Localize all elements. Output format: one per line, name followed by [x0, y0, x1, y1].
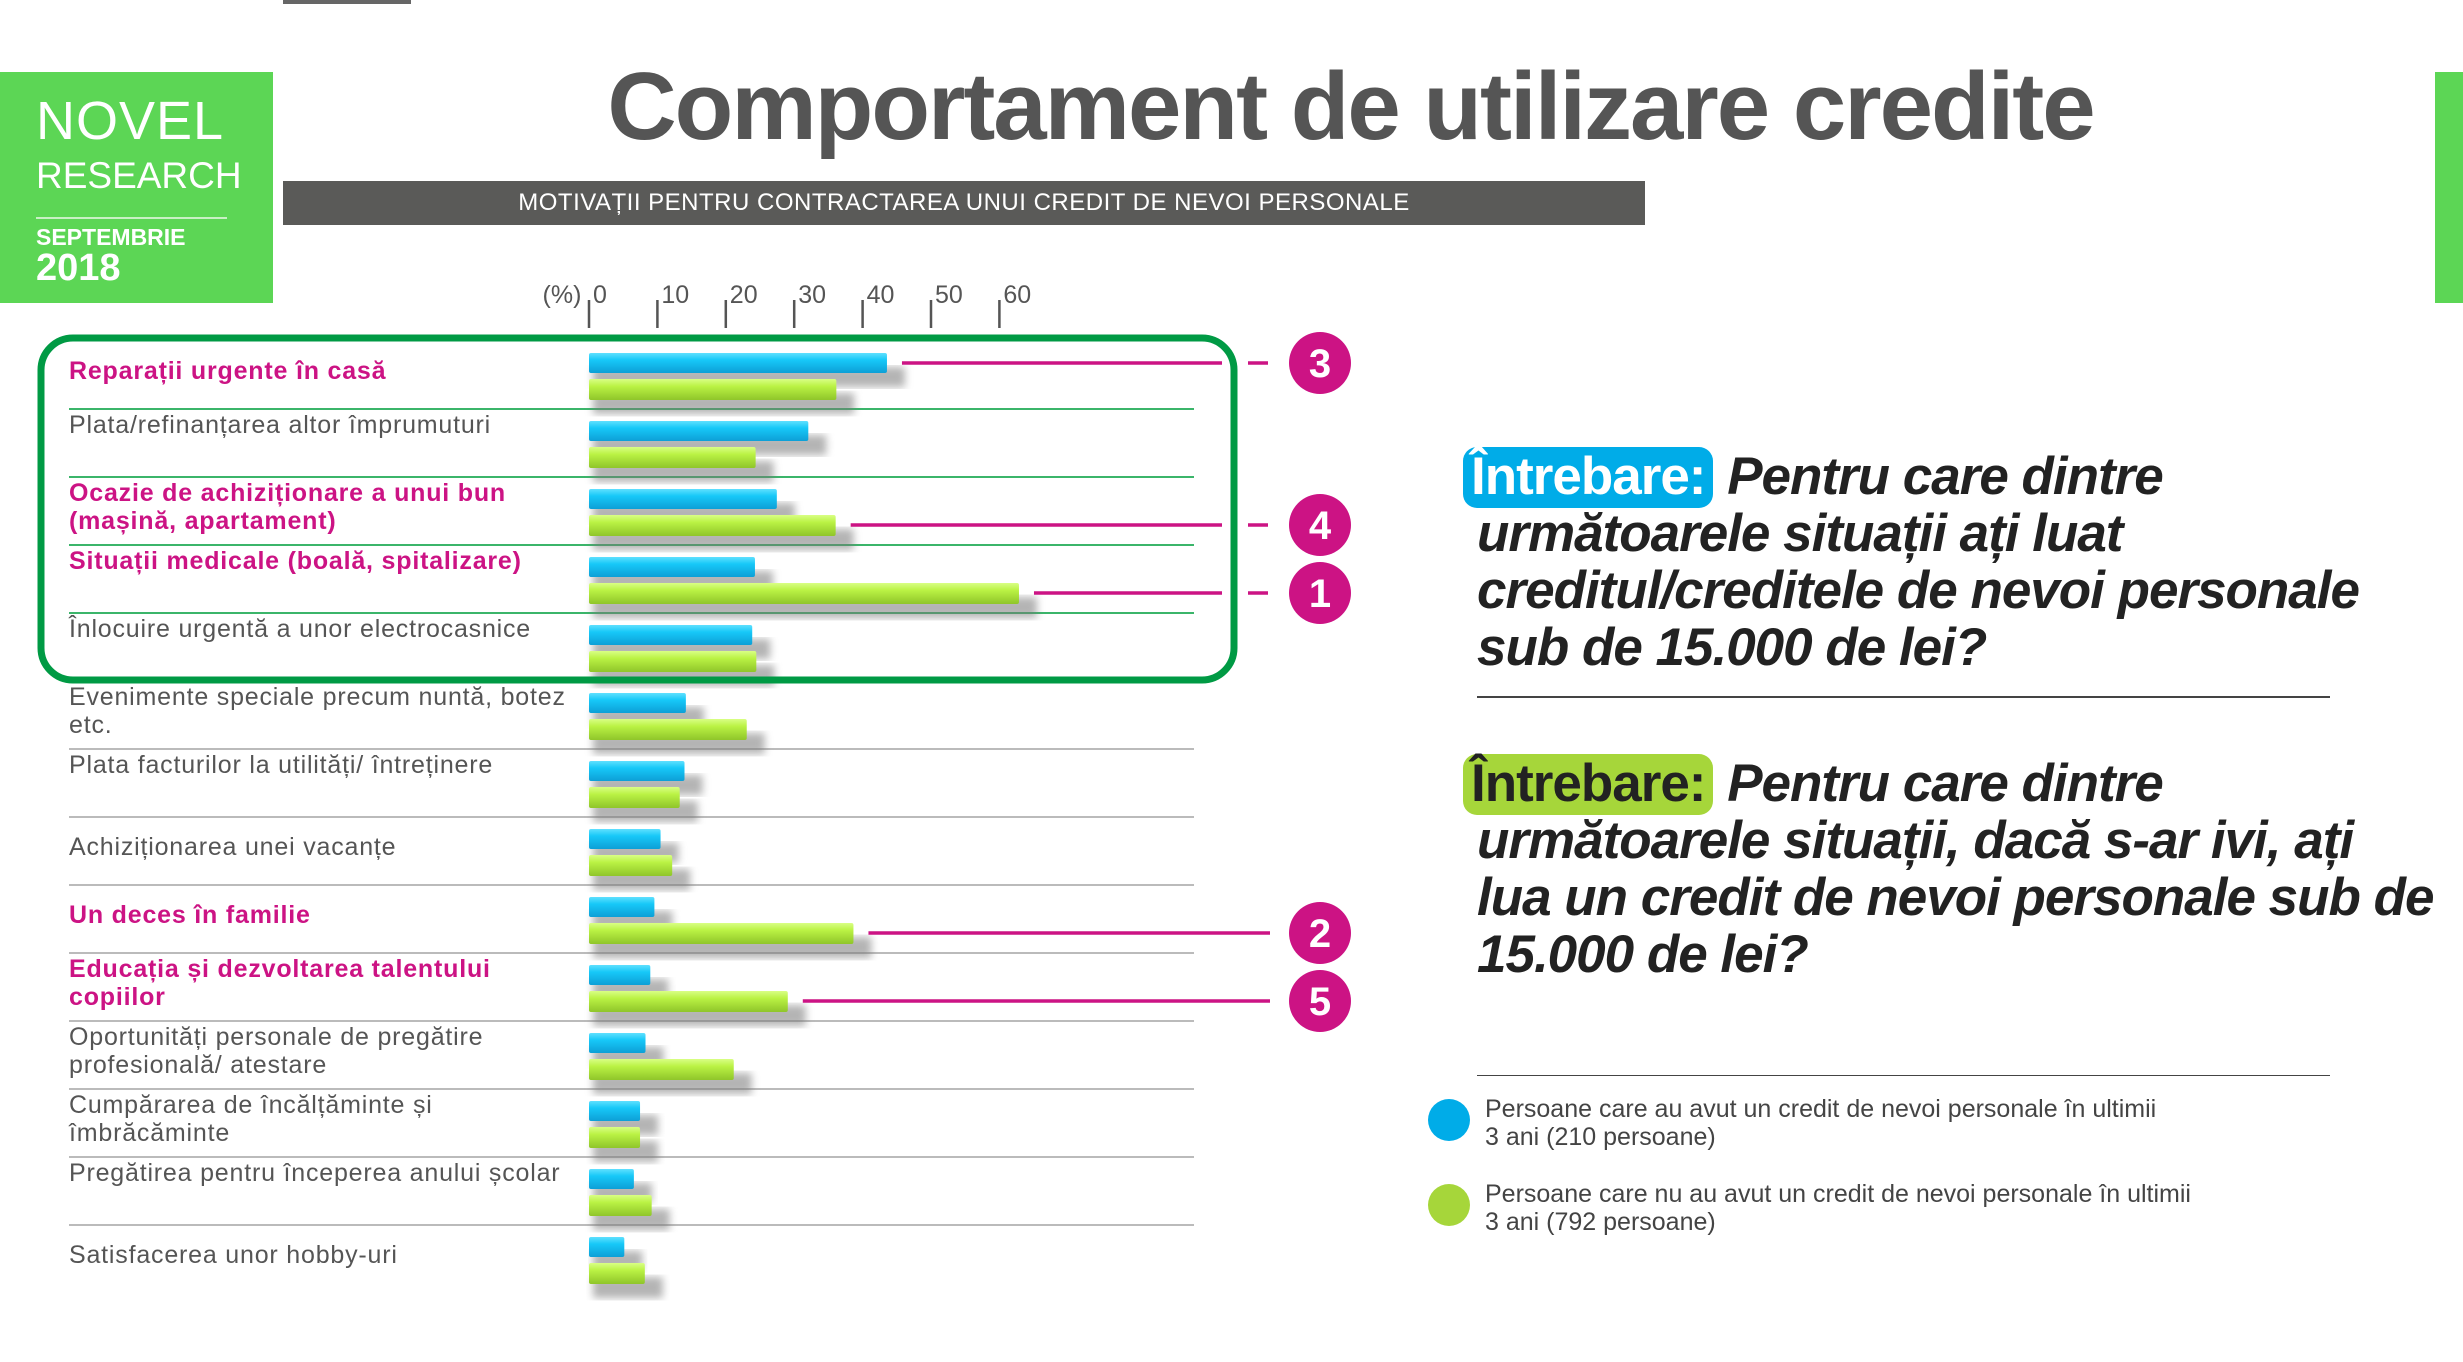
legend-text: Persoane care au avut un credit de nevoi… [1485, 1095, 2157, 1151]
rank-badge-number: 2 [1309, 912, 1331, 956]
category-label: Înlocuire urgentă a unor electrocasnice [69, 615, 532, 643]
bar-had-credit [589, 557, 755, 577]
logo-divider [36, 217, 227, 219]
axis-tick-label: 30 [798, 281, 826, 309]
axis-tick-label: 50 [935, 281, 963, 309]
bar-had-credit [589, 625, 753, 645]
category-label: Reparații urgente în casă [69, 357, 387, 385]
bar-no-credit [589, 1195, 652, 1216]
bar-had-credit [589, 1237, 625, 1257]
legend-text: Persoane care nu au avut un credit de ne… [1485, 1180, 2191, 1236]
bar-had-credit [589, 761, 685, 781]
rank-badge [1289, 562, 1351, 624]
category-label: Situații medicale (boală, spitalizare) [69, 547, 522, 575]
rank-badge [1289, 970, 1351, 1032]
bar-no-credit [589, 583, 1019, 604]
rank-badge-number: 5 [1309, 980, 1331, 1024]
category-label: Plata facturilor la utilități/ întreține… [69, 751, 494, 779]
logo-line-2: RESEARCH [36, 155, 242, 196]
top-reasons-box [37, 334, 1238, 684]
question-1-tag: Întrebare: [1463, 447, 1714, 508]
bar-had-credit [589, 421, 809, 441]
bar-no-credit [589, 651, 757, 672]
logo-line-1: NOVEL [36, 91, 225, 151]
bar-had-credit [589, 965, 651, 985]
logo-year: 2018 [36, 247, 121, 289]
question-1: Întrebare: Pentru care dintre următoarel… [1463, 447, 2437, 677]
axis-tick-label: 60 [1003, 281, 1031, 309]
bar-had-credit [589, 693, 686, 713]
category-label: Plata/refinanțarea altor împrumuturi [69, 411, 492, 439]
category-label: Pregătirea pentru începerea anului școla… [69, 1159, 561, 1187]
bar-had-credit [589, 1033, 646, 1053]
page-title: Comportament de utilizare credite [607, 53, 2095, 160]
bar-no-credit [589, 923, 854, 944]
rank-badge-number: 4 [1309, 504, 1332, 548]
right-decor-bar [2435, 72, 2463, 303]
axis-tick-label: 40 [867, 281, 895, 309]
novel-research-logo: NOVEL RESEARCH SEPTEMBRIE 2018 [0, 72, 273, 303]
bar-had-credit [589, 353, 887, 373]
legend-dot-blue [1428, 1099, 1470, 1141]
axis-tick-label: 10 [661, 281, 689, 309]
category-label: Ocazie de achiziționare a unui bun (mași… [69, 479, 507, 535]
bar-had-credit [589, 829, 661, 849]
question-1-text: Pentru care dintre următoarele situații … [1477, 447, 2360, 677]
axis-tick-label: 20 [730, 281, 758, 309]
bar-no-credit [589, 719, 747, 740]
subtitle-bar: MOTIVAȚII PENTRU CONTRACTAREA UNUI CREDI… [283, 181, 1645, 225]
question-2: Întrebare: Pentru care dintre următoarel… [1463, 754, 2437, 984]
rank-badge [1289, 332, 1351, 394]
axis-unit-label: (%) [543, 281, 582, 309]
bar-no-credit [589, 787, 680, 808]
bar-had-credit [589, 489, 777, 509]
bar-had-credit [589, 1169, 634, 1189]
bar-no-credit [589, 855, 673, 876]
logo-month: SEPTEMBRIE [36, 224, 186, 250]
bar-no-credit [589, 1263, 645, 1284]
category-label: Oportunități personale de pregătire prof… [69, 1023, 484, 1079]
divider-2 [1477, 1075, 2330, 1076]
top-decor-bar [283, 0, 411, 4]
rank-badge-number: 1 [1309, 572, 1331, 616]
category-label: Un deces în familie [69, 901, 311, 929]
category-label: Evenimente speciale precum nuntă, botez … [69, 683, 566, 739]
bar-no-credit [589, 379, 837, 400]
legend-dot-green [1428, 1184, 1470, 1226]
bar-had-credit [589, 1101, 641, 1121]
category-label: Cumpărarea de încălțăminte și îmbrăcămin… [69, 1091, 433, 1147]
rank-badge-number: 3 [1309, 342, 1331, 386]
axis-tick-label: 0 [593, 281, 607, 309]
category-label: Educația și dezvoltarea talentului copii… [69, 955, 491, 1011]
bar-no-credit [589, 991, 788, 1012]
question-2-tag: Întrebare: [1463, 754, 1714, 815]
bar-no-credit [589, 1127, 641, 1148]
rank-badge [1289, 902, 1351, 964]
bar-no-credit [589, 515, 836, 536]
bar-no-credit [589, 447, 756, 468]
bar-had-credit [589, 897, 655, 917]
question-2-text: Pentru care dintre următoarele situații,… [1477, 754, 2434, 984]
rank-badge [1289, 494, 1351, 556]
bar-no-credit [589, 1059, 734, 1080]
category-label: Satisfacerea unor hobby-uri [69, 1241, 398, 1269]
category-label: Achiziționarea unei vacanțe [69, 833, 397, 861]
divider-1 [1477, 696, 2330, 698]
